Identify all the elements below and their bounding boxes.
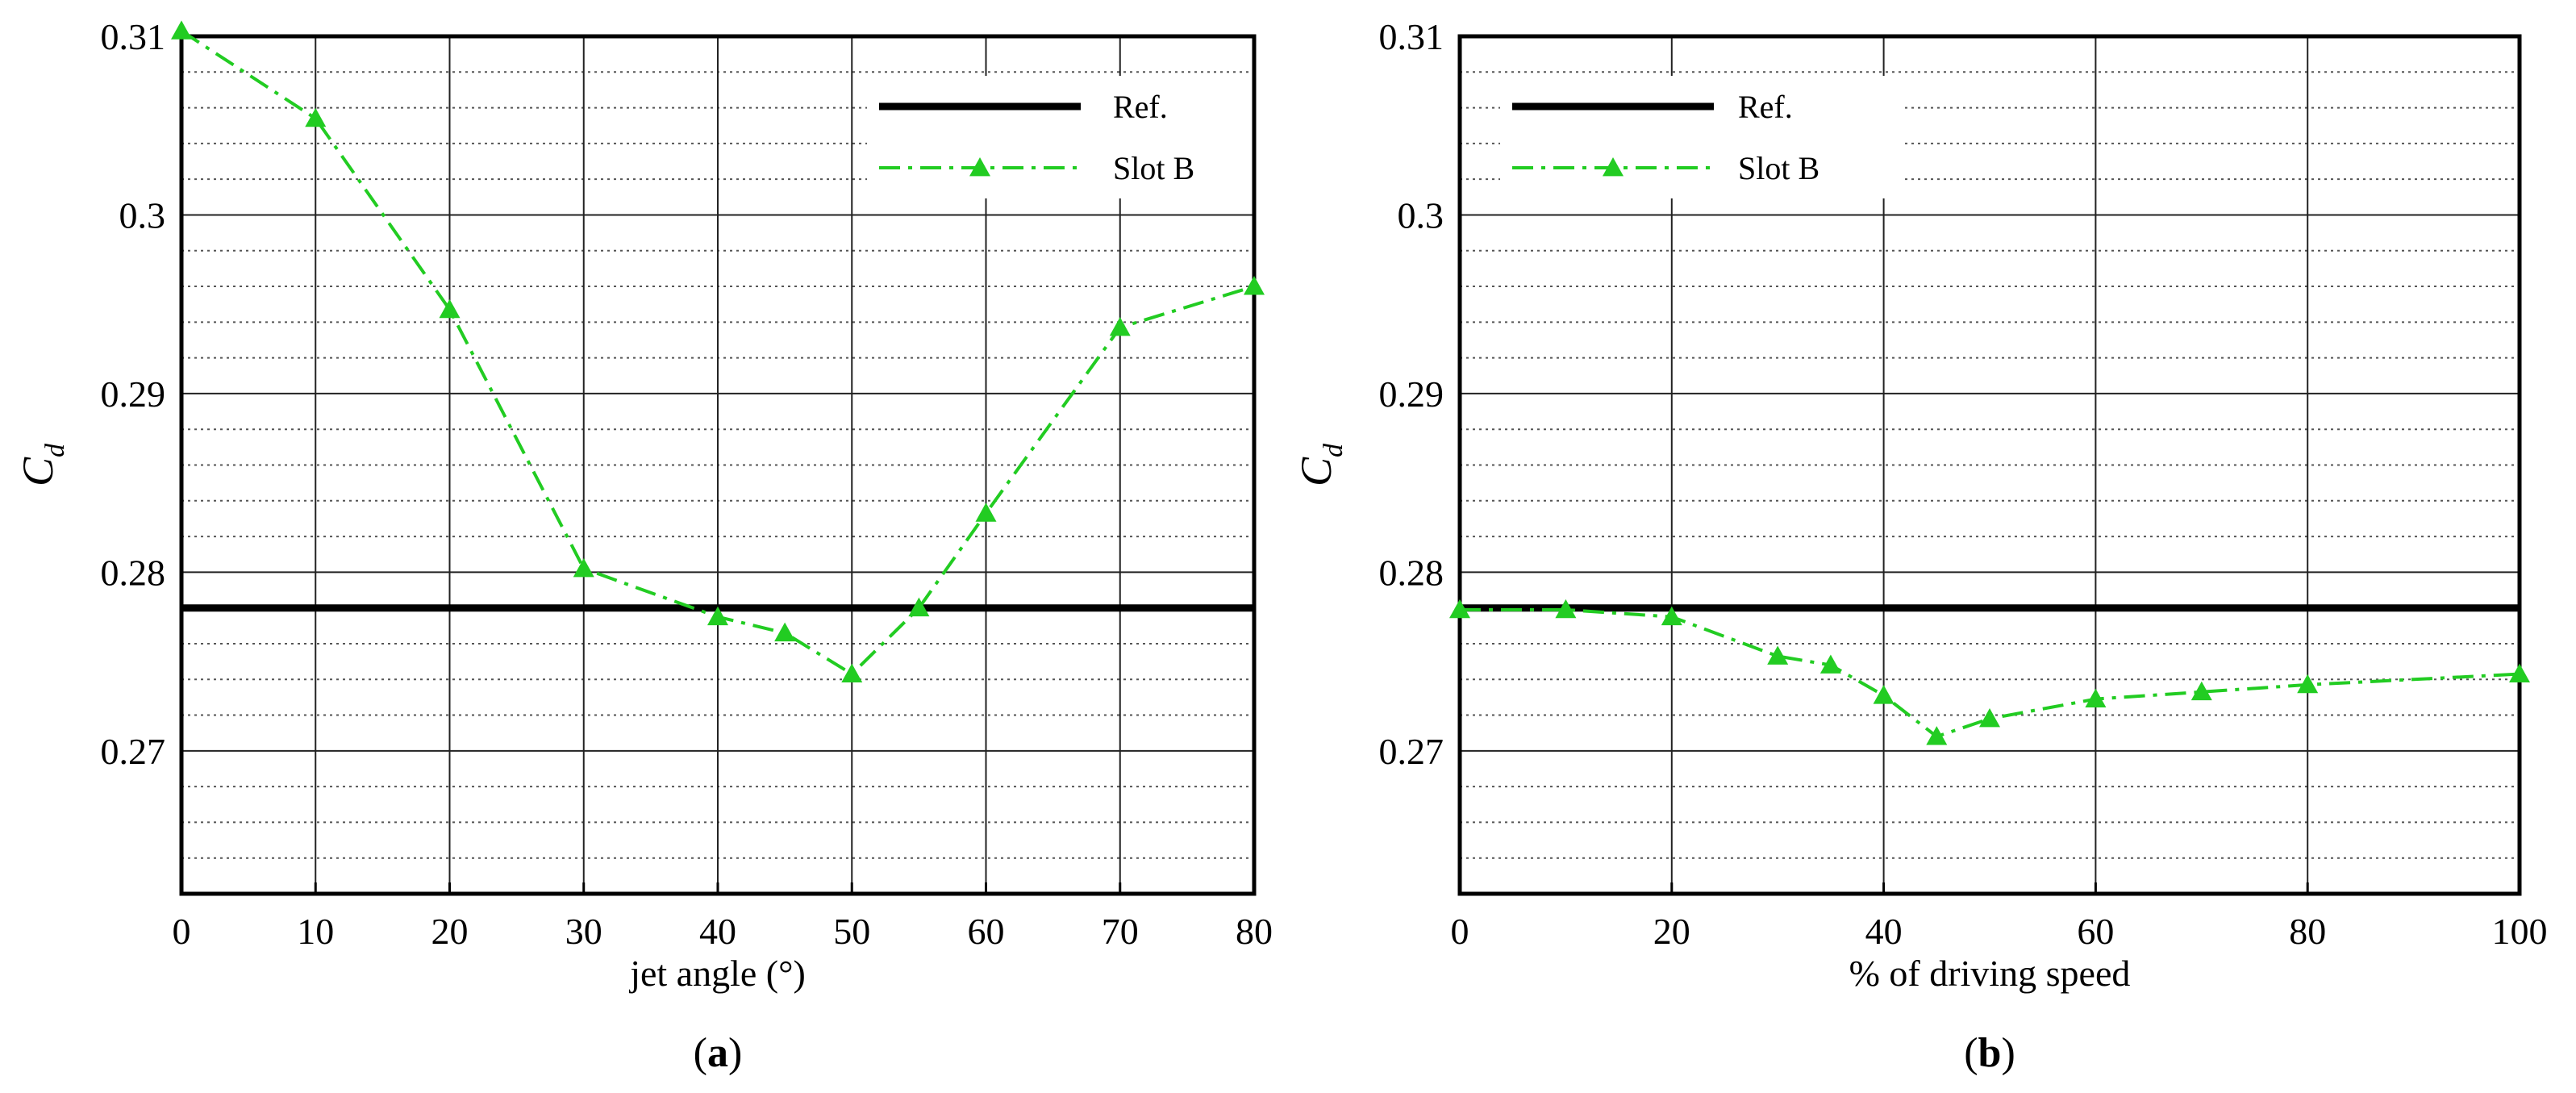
y-tick-label: 0.31 xyxy=(101,16,166,57)
y-tick-label: 0.28 xyxy=(101,552,166,593)
y-axis-label: Cd xyxy=(14,443,70,486)
data-point xyxy=(1819,654,1841,674)
x-tick-label: 0 xyxy=(1451,911,1469,952)
panel-label-letter: a xyxy=(707,1030,728,1076)
x-tick-label: 40 xyxy=(1865,911,1903,952)
data-point xyxy=(774,622,796,642)
series-ref-: Ref. xyxy=(1460,89,2520,612)
data-point xyxy=(975,503,997,522)
y-axis-label-main: C xyxy=(14,457,62,486)
x-tick-label: 0 xyxy=(173,911,191,952)
panel-label: (b) xyxy=(1964,1030,2015,1076)
y-tick-label: 0.3 xyxy=(119,194,166,236)
chart-panel-a: 0 10 20 30 40 50 60 70 80 0.27 0.28 0.29 0.3 0.31 jet … xyxy=(14,16,1278,1076)
data-point xyxy=(707,606,728,626)
x-tick-label: 40 xyxy=(699,911,736,952)
data-point xyxy=(908,597,930,617)
y-tick-label: 0.3 xyxy=(1398,194,1444,236)
y-tick-label: 0.27 xyxy=(1379,731,1444,772)
x-tick-label: 60 xyxy=(2077,911,2114,952)
legend-label: Ref. xyxy=(1738,89,1793,125)
x-axis-label: % of driving speed xyxy=(1849,953,2131,994)
x-tick-label: 20 xyxy=(1653,911,1690,952)
data-point xyxy=(1244,276,1265,295)
x-tick-label: 80 xyxy=(1236,911,1273,952)
data-point xyxy=(2190,681,2212,701)
legend-label: Ref. xyxy=(1113,89,1168,125)
panel-label-close: ) xyxy=(2001,1030,2015,1076)
data-point xyxy=(2297,674,2319,694)
x-tick-label: 50 xyxy=(833,911,870,952)
data-point xyxy=(1767,645,1789,665)
panel-label-letter: b xyxy=(1978,1030,2002,1076)
series-slot-b: Slot B xyxy=(1449,150,2530,745)
panel-label-open: ( xyxy=(694,1030,707,1076)
plot-frame xyxy=(1457,34,2522,896)
data-point xyxy=(1979,707,2000,728)
legend-background xyxy=(867,76,1278,198)
legend-marker xyxy=(1603,157,1624,177)
y-axis-label: Cd xyxy=(1292,443,1348,486)
x-tick-label: 30 xyxy=(565,911,602,952)
panel-label-open: ( xyxy=(1964,1030,1978,1076)
x-tick-label: 60 xyxy=(968,911,1005,952)
series-slot-b: Slot B xyxy=(171,20,1265,683)
chart-panel-b: 0 20 40 60 80 100 0.27 0.28 0.29 0.3 0.31 % of driv… xyxy=(1292,16,2548,1076)
panel-label-close: ) xyxy=(728,1030,742,1076)
legend-label: Slot B xyxy=(1738,150,1819,186)
legend-label: Slot B xyxy=(1113,150,1194,186)
y-tick-label: 0.29 xyxy=(1379,373,1444,415)
y-tick-label: 0.29 xyxy=(101,373,166,415)
x-tick-label: 10 xyxy=(297,911,334,952)
legend-background xyxy=(1500,76,1903,198)
data-point xyxy=(1926,726,1948,745)
data-point xyxy=(1873,685,1894,704)
y-axis-label-subscript: d xyxy=(1319,443,1348,457)
x-tick-label: 70 xyxy=(1102,911,1139,952)
x-tick-label: 20 xyxy=(431,911,469,952)
x-axis-label: jet angle (°) xyxy=(628,953,806,994)
data-point xyxy=(1661,606,1682,626)
legend-marker xyxy=(969,157,990,177)
data-point xyxy=(1109,316,1131,336)
data-point xyxy=(305,107,327,127)
data-point xyxy=(841,663,863,683)
data-point xyxy=(171,20,192,40)
data-point xyxy=(1449,599,1470,619)
data-point xyxy=(573,557,594,578)
series-line xyxy=(1460,607,2520,739)
y-axis-label-main: C xyxy=(1292,457,1340,486)
x-tick-label: 80 xyxy=(2289,911,2326,952)
data-point xyxy=(439,298,461,319)
panel-label: (a) xyxy=(694,1030,743,1076)
y-tick-label: 0.31 xyxy=(1379,16,1444,57)
data-point xyxy=(2509,663,2530,683)
data-point xyxy=(2085,688,2107,708)
y-axis-label-subscript: d xyxy=(40,443,70,457)
y-tick-label: 0.27 xyxy=(101,731,166,772)
data-point xyxy=(1555,599,1577,619)
x-tick-label: 100 xyxy=(2492,911,2548,952)
y-tick-label: 0.28 xyxy=(1379,552,1444,593)
